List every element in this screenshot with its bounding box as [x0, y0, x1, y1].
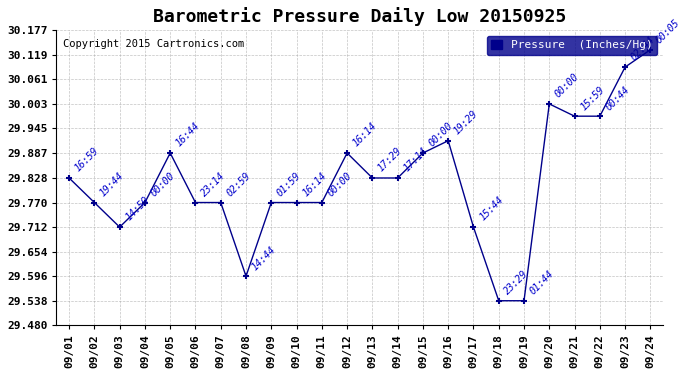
Title: Barometric Pressure Daily Low 20150925: Barometric Pressure Daily Low 20150925 — [153, 7, 566, 26]
Text: 16:59: 16:59 — [73, 146, 101, 174]
Text: 23:14: 23:14 — [199, 171, 227, 198]
Text: 16:14: 16:14 — [300, 171, 328, 198]
Text: 14:44: 14:44 — [250, 244, 277, 272]
Text: 02:44: 02:44 — [629, 35, 657, 63]
Text: 16:44: 16:44 — [174, 121, 202, 149]
Text: 19:44: 19:44 — [98, 171, 126, 198]
Text: 00:00: 00:00 — [553, 72, 581, 100]
Text: 19:29: 19:29 — [452, 109, 480, 136]
Text: 00:44: 00:44 — [604, 84, 631, 112]
Text: 17:14: 17:14 — [402, 146, 429, 174]
Text: 00:00: 00:00 — [149, 171, 177, 198]
Text: 02:59: 02:59 — [224, 171, 253, 198]
Text: 16:14: 16:14 — [351, 121, 379, 149]
Text: 00:00: 00:00 — [426, 121, 455, 149]
Text: 01:59: 01:59 — [275, 171, 303, 198]
Text: 23:29: 23:29 — [502, 268, 531, 297]
Text: 14:59: 14:59 — [124, 195, 151, 223]
Text: 01:44: 01:44 — [528, 268, 555, 297]
Legend: Pressure  (Inches/Hg): Pressure (Inches/Hg) — [487, 36, 658, 55]
Text: 17:29: 17:29 — [376, 146, 404, 174]
Text: 15:44: 15:44 — [477, 195, 505, 223]
Text: Copyright 2015 Cartronics.com: Copyright 2015 Cartronics.com — [63, 39, 244, 49]
Text: 00:00: 00:00 — [326, 171, 353, 198]
Text: 00:05: 00:05 — [654, 18, 682, 45]
Text: 15:59: 15:59 — [578, 84, 607, 112]
